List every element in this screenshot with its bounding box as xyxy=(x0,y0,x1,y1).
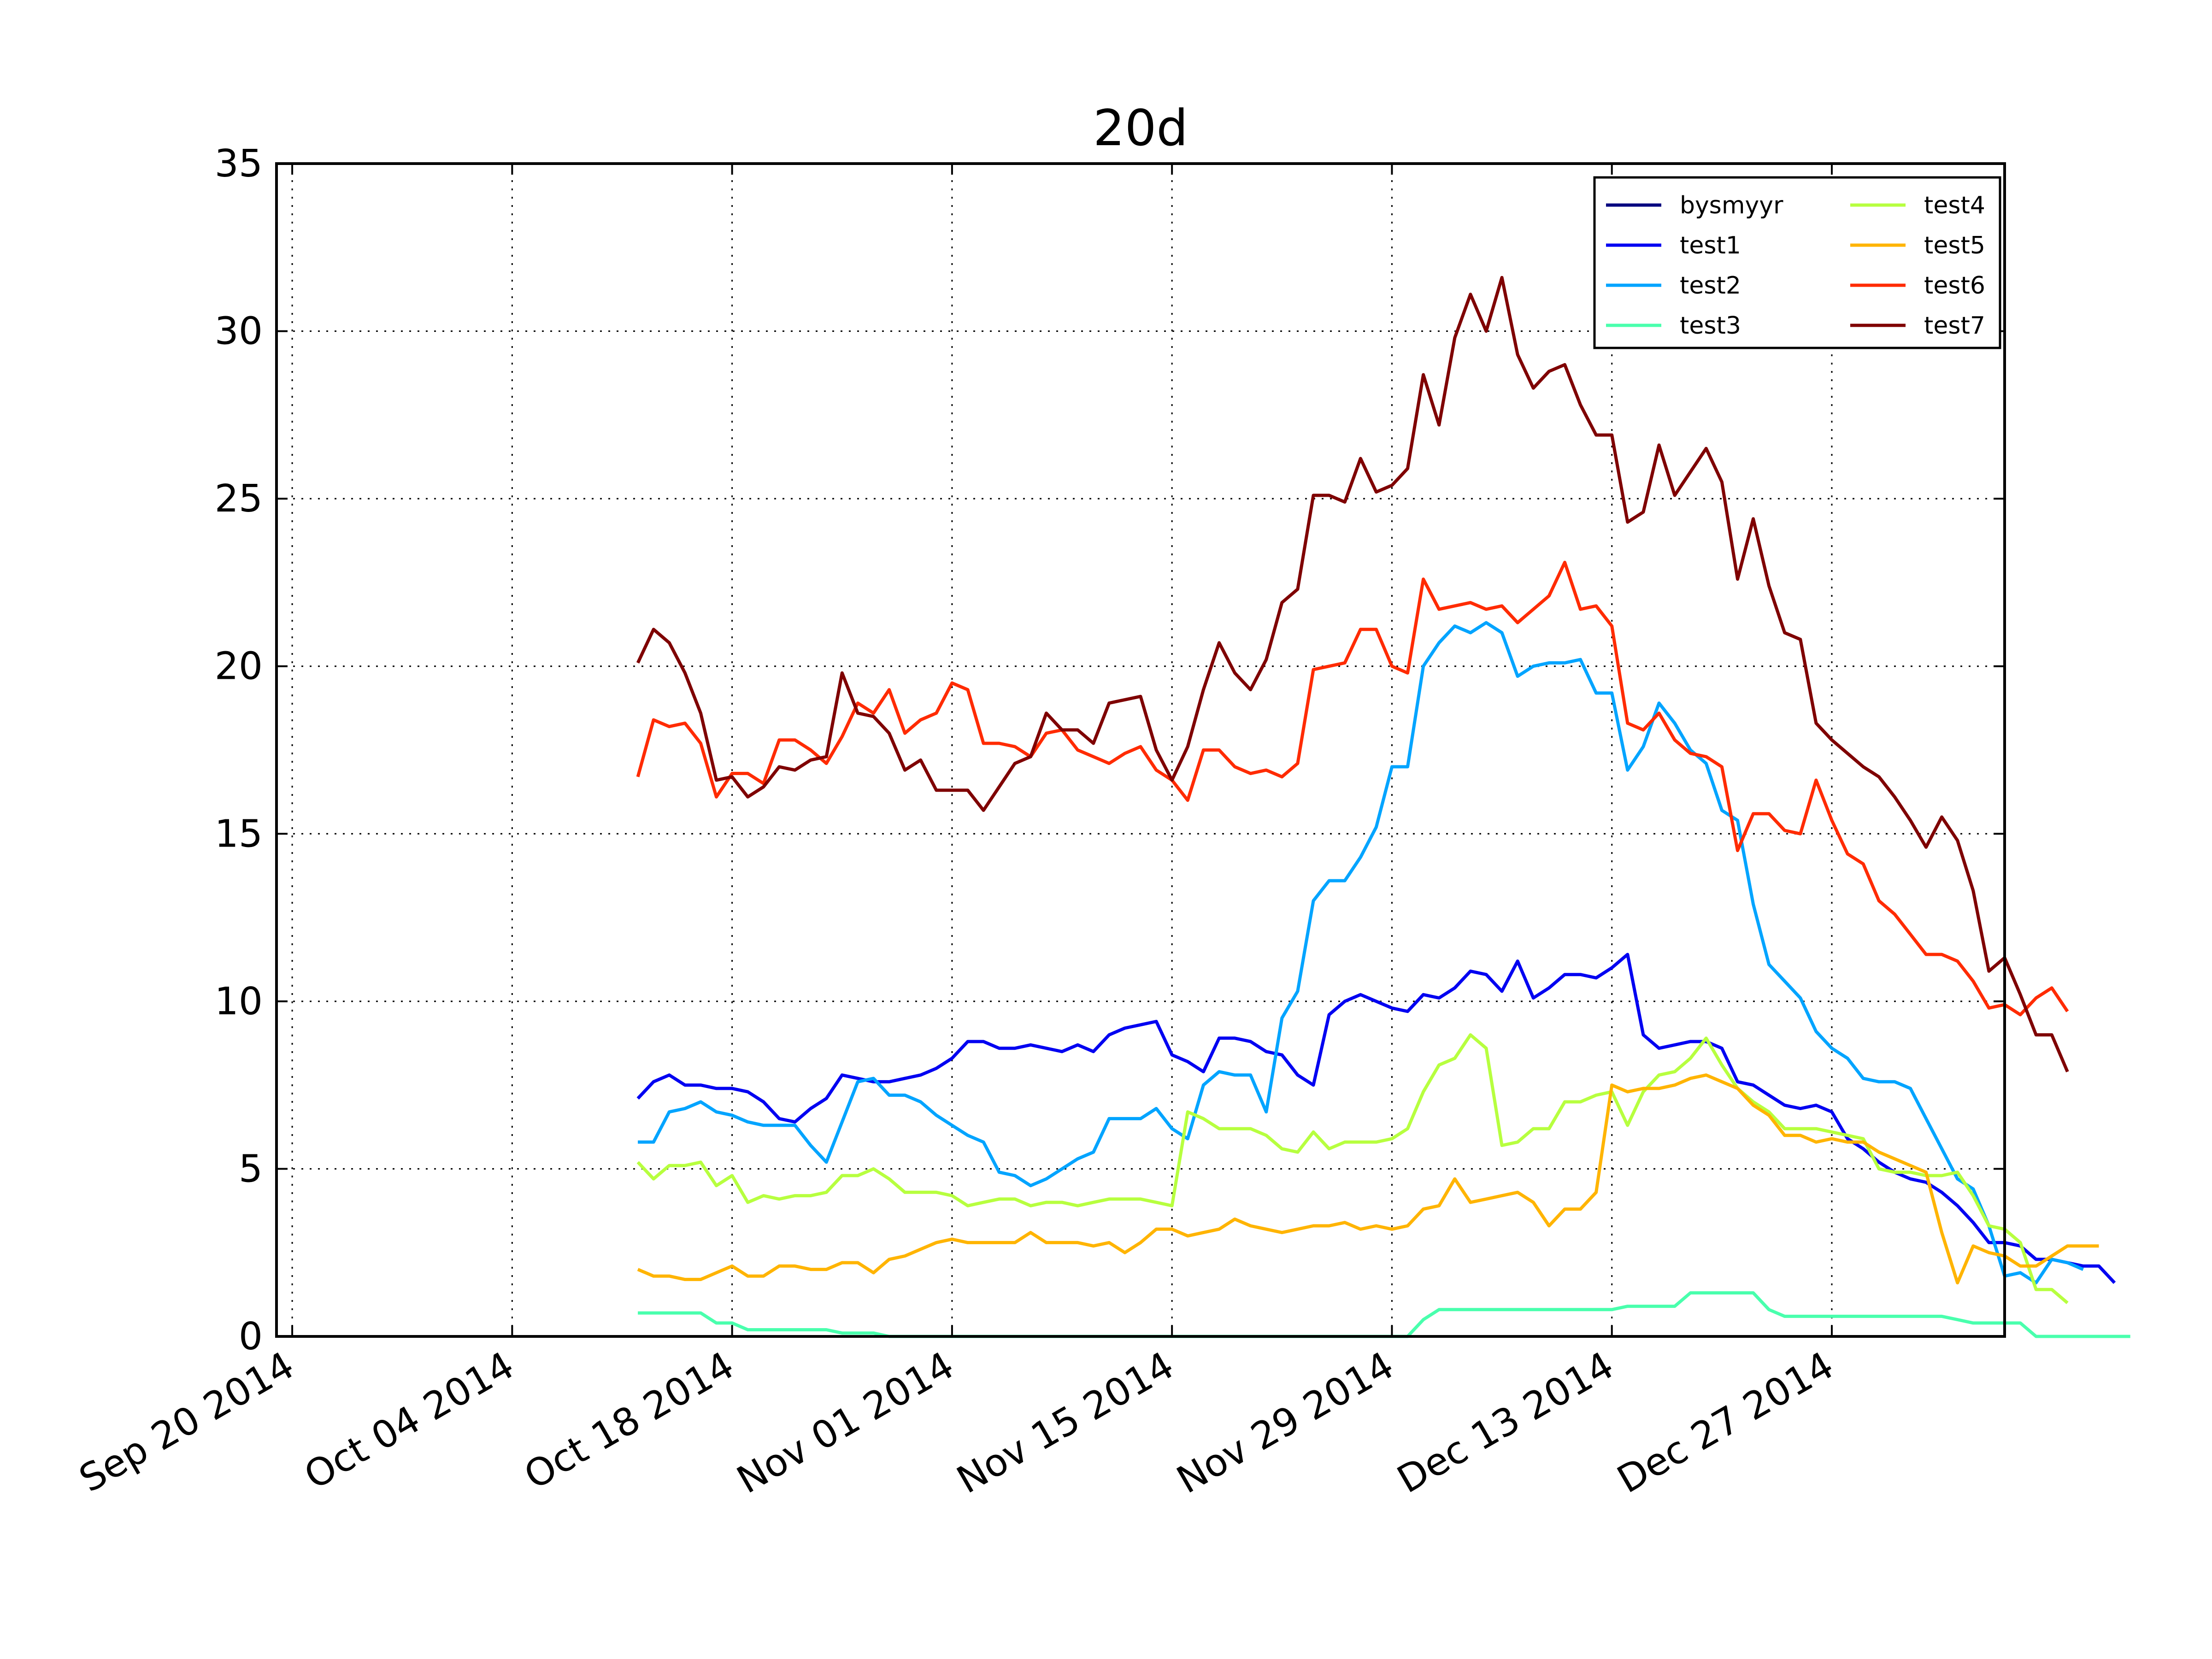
y-axis: 0 5 10 15 20 25 30 35 xyxy=(215,142,2005,1359)
series-line-test4 xyxy=(636,1033,2069,1304)
y-tick-label: 25 xyxy=(215,477,263,521)
legend-label-test7: test7 xyxy=(1924,312,1985,340)
series-line-test7 xyxy=(636,276,2069,1072)
y-tick-label: 15 xyxy=(215,812,263,856)
series-layer xyxy=(636,276,2130,1338)
series-line-test2 xyxy=(638,621,2084,1285)
y-tick-label: 35 xyxy=(215,142,263,186)
series-line-test5 xyxy=(637,1073,2099,1285)
chart-title: 20d xyxy=(1093,100,1188,157)
y-tick-label: 30 xyxy=(215,310,263,353)
series-line-test6 xyxy=(636,560,2069,1017)
legend-box xyxy=(1593,176,2001,349)
y-tick-label: 5 xyxy=(239,1147,263,1191)
legend-label-test1: test1 xyxy=(1680,232,1741,259)
legend-label-test5: test5 xyxy=(1924,232,1985,259)
legend-label-bysmyyr: bysmyyr xyxy=(1680,192,1783,219)
legend-label-test3: test3 xyxy=(1680,312,1741,340)
legend-label-test2: test2 xyxy=(1680,272,1741,300)
plot-frame xyxy=(275,162,2006,1338)
y-tick-label: 10 xyxy=(215,980,263,1024)
legend-label-test6: test6 xyxy=(1924,272,1985,300)
y-tick-label: 20 xyxy=(215,645,263,688)
y-tick-label: 0 xyxy=(239,1315,263,1359)
legend-label-test4: test4 xyxy=(1924,192,1985,219)
series-line-test1 xyxy=(636,953,2116,1284)
legend: bysmyyr test1 test2 test3 test4 test5 test6 tes… xyxy=(1593,176,2001,349)
grid xyxy=(276,164,2005,1336)
